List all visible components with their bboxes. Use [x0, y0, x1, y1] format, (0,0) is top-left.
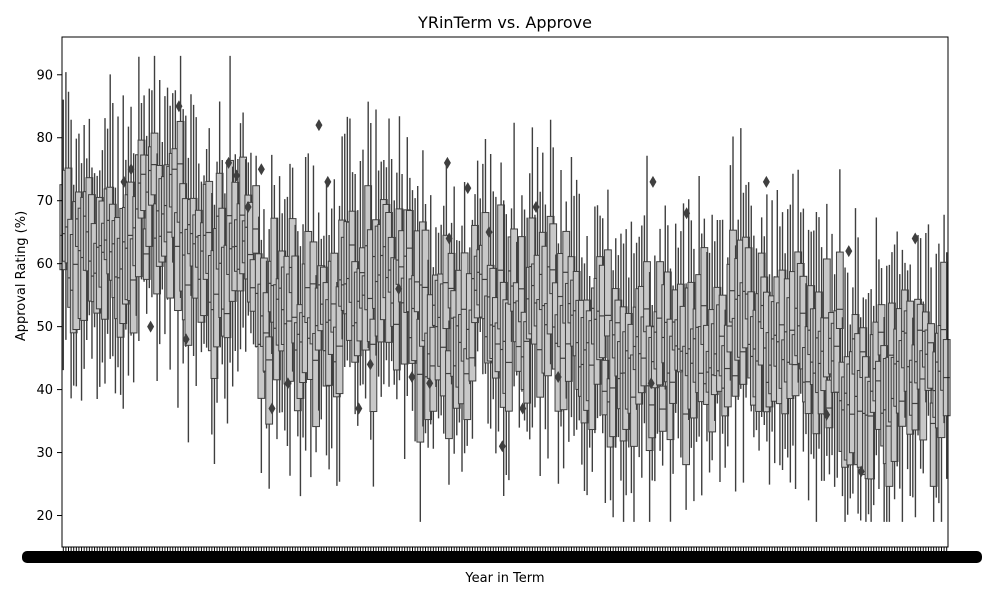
chart-title: YRinTerm vs. Approve [417, 13, 592, 32]
outlier-point [175, 100, 183, 113]
outlier-point [762, 175, 770, 188]
outlier-point [182, 333, 190, 346]
outlier-point [519, 402, 527, 415]
y-tick-label: 20 [36, 509, 53, 524]
outlier-point [233, 169, 241, 182]
outlier-point [857, 465, 865, 478]
outlier-point [225, 156, 233, 169]
box [835, 169, 844, 381]
outlier-point [532, 201, 540, 213]
outlier-point [127, 163, 135, 176]
outlier-point [845, 245, 853, 258]
outlier-point [315, 119, 323, 132]
y-tick-label: 70 [36, 194, 53, 209]
y-tick-label: 30 [36, 446, 53, 461]
outlier-point [366, 358, 374, 371]
outlier-point [268, 402, 276, 415]
outlier-point [147, 320, 155, 333]
x-axis [22, 547, 982, 563]
outlier-point [554, 371, 562, 383]
y-axis: 20 30 40 50 60 70 80 90 [36, 68, 62, 524]
box [942, 252, 951, 479]
boxes [59, 55, 951, 522]
outlier-point [823, 408, 831, 421]
outlier-point [647, 377, 655, 390]
y-tick-label: 80 [36, 131, 53, 146]
y-axis-label: Approval Rating (%) [14, 211, 29, 341]
x-tick-labels-overplotted [22, 551, 982, 563]
outlier-point [649, 175, 657, 188]
outlier-point [683, 207, 691, 220]
outlier-point [408, 371, 416, 383]
outlier-point [485, 226, 493, 239]
outlier-point [355, 402, 363, 415]
y-tick-label: 60 [36, 257, 53, 272]
outlier-point [395, 282, 403, 295]
outlier-point [257, 163, 265, 176]
outlier-point [445, 232, 453, 245]
outlier-point [244, 201, 252, 213]
y-tick-label: 50 [36, 320, 53, 335]
outlier-point [426, 377, 434, 390]
plot-frame [61, 36, 949, 548]
box [604, 189, 612, 395]
y-tick-label: 90 [36, 68, 53, 83]
outlier-point [498, 440, 506, 453]
outliers [120, 100, 919, 478]
outlier-point [911, 232, 919, 245]
outlier-point [324, 175, 332, 188]
outlier-point [464, 182, 472, 195]
x-axis-label: Year in Term [464, 571, 544, 586]
outlier-point [443, 156, 451, 169]
plot-area [59, 36, 951, 548]
outlier-point [120, 175, 128, 188]
y-tick-label: 40 [36, 383, 53, 398]
outlier-point [284, 377, 292, 390]
